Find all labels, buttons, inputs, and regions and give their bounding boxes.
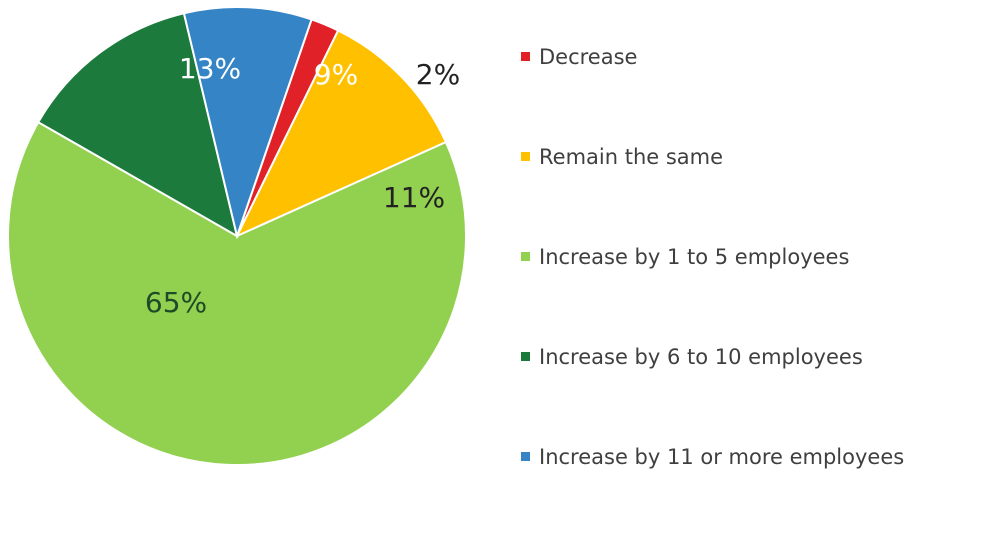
legend-item-decrease: Decrease [521, 36, 904, 136]
legend-item-increase-6-10: Increase by 6 to 10 employees [521, 336, 904, 436]
pie-slice-increase-by-11-or-more-employees [182, 6, 313, 240]
pie-slice-increase-by-6-to-10-employees [36, 12, 239, 239]
pie-data-label: 9% [314, 58, 358, 91]
legend-item-remain-same: Remain the same [521, 136, 904, 236]
pie-data-label: 65% [145, 286, 207, 319]
legend-label: Increase by 11 or more employees [539, 445, 905, 469]
legend-item-increase-11-plus: Increase by 11 or more employees [521, 436, 904, 536]
pie-slice-remain-the-same [234, 29, 448, 239]
legend-item-increase-1-5: Increase by 1 to 5 employees [521, 236, 904, 336]
legend-swatch [521, 352, 530, 361]
pie-data-label: 11% [383, 181, 445, 214]
legend-swatch [521, 252, 530, 261]
legend-swatch [521, 52, 530, 61]
pie-data-label: 13% [179, 52, 241, 85]
legend-label: Decrease [539, 45, 638, 69]
legend-swatch [521, 452, 530, 461]
pie-slice-increase-by-1-to-5-employees [7, 120, 467, 466]
legend-swatch [521, 152, 530, 161]
legend-label: Increase by 1 to 5 employees [539, 245, 850, 269]
pie-chart: 2% 11% 65% 13% 9% [7, 6, 467, 466]
pie-data-label: 2% [416, 58, 460, 91]
legend-label: Increase by 6 to 10 employees [539, 345, 863, 369]
legend-label: Remain the same [539, 145, 724, 169]
legend: Decrease Remain the same Increase by 1 t… [521, 36, 904, 536]
